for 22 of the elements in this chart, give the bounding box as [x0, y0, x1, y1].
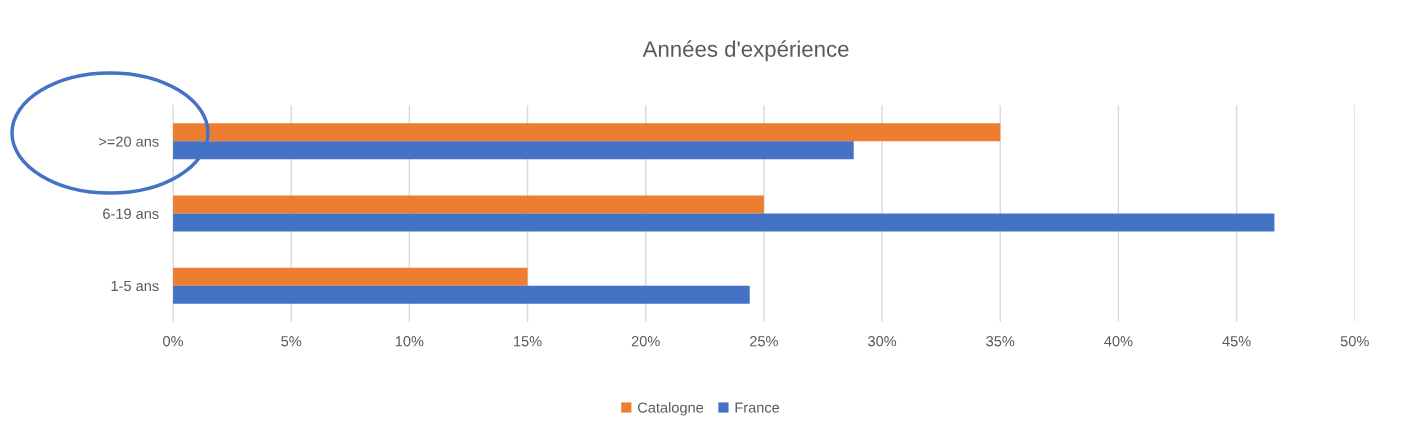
x-tick-label: 40% [1104, 336, 1133, 347]
bar [173, 213, 1275, 232]
x-tick-label: 35% [986, 336, 1015, 347]
x-tick-label: 50% [1340, 336, 1369, 347]
bar [173, 123, 1001, 142]
x-tick-label: 20% [631, 336, 660, 347]
x-tick-label: 45% [1222, 336, 1251, 347]
x-tick-label: 15% [514, 336, 542, 347]
y-tick-label: 6-19 ans [103, 208, 159, 219]
x-tick-label: 25% [750, 336, 778, 347]
y-tick-label: >=20 ans [99, 136, 159, 147]
bar [173, 195, 764, 214]
x-tick-label: 30% [868, 336, 897, 347]
bar [173, 267, 528, 286]
legend-label: France [735, 402, 780, 413]
x-tick-label: 0% [163, 336, 184, 347]
x-tick-label: 5% [281, 336, 302, 347]
legend-label: Catalogne [638, 402, 704, 416]
y-tick-label: 1-5 ans [111, 280, 159, 292]
x-tick-label: 10% [395, 336, 424, 347]
chart-title: Années d'expérience [642, 40, 849, 62]
bar [173, 285, 750, 304]
